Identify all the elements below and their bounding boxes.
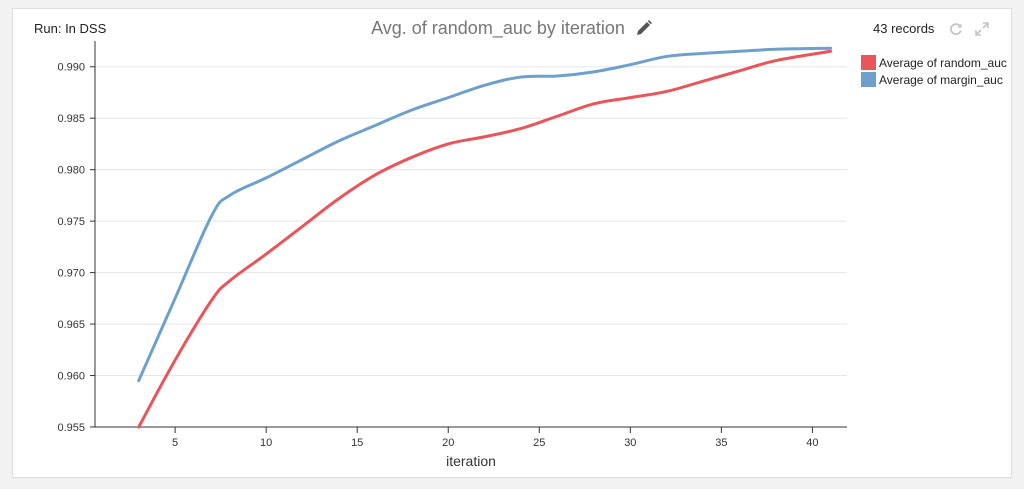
expand-icon[interactable] [975, 22, 989, 41]
y-tick-label-3: 0.970 [57, 268, 85, 280]
y-tick-label-7: 0.990 [57, 62, 85, 74]
refresh-icon[interactable] [949, 22, 963, 41]
x-tick-label-6: 35 [715, 437, 727, 449]
legend-item-random[interactable]: Average of random_auc [861, 54, 1007, 71]
x-tick-label-7: 40 [806, 437, 818, 449]
legend-item-margin[interactable]: Average of margin_auc [861, 71, 1007, 88]
legend: Average of random_auc Average of margin_… [861, 54, 1007, 88]
y-tick-label-6: 0.985 [57, 113, 85, 125]
y-tick-label-2: 0.965 [57, 319, 85, 331]
legend-label-margin: Average of margin_auc [879, 72, 1003, 87]
x-axis-title: iteration [446, 453, 496, 469]
x-tick-label-2: 15 [351, 437, 363, 449]
legend-swatch-margin [861, 72, 876, 87]
pencil-icon[interactable] [635, 19, 653, 42]
run-label: Run: In DSS [34, 21, 107, 36]
chart-title[interactable]: Avg. of random_auc by iteration [371, 18, 625, 38]
x-tick-label-1: 10 [260, 437, 272, 449]
x-tick-label-0: 5 [172, 437, 178, 449]
x-tick-label-4: 25 [533, 437, 545, 449]
legend-swatch-random [861, 55, 876, 70]
y-tick-label-0: 0.955 [57, 422, 85, 434]
series-line-random-auc [137, 49, 833, 429]
y-tick-label-4: 0.975 [57, 216, 85, 228]
y-tick-label-1: 0.960 [57, 371, 85, 383]
x-tick-label-5: 30 [624, 437, 636, 449]
x-tick-label-3: 20 [442, 437, 454, 449]
records-count: 43 records [873, 21, 935, 36]
y-tick-label-5: 0.980 [57, 165, 85, 177]
chart-card: Run: In DSS Avg. of random_auc by iterat… [12, 8, 1012, 478]
legend-label-random: Average of random_auc [879, 55, 1007, 70]
line-chart: 0.955 0.960 0.965 0.970 0.975 0.980 0.985 0.990… [57, 41, 847, 469]
series-line-margin-auc [137, 46, 833, 383]
